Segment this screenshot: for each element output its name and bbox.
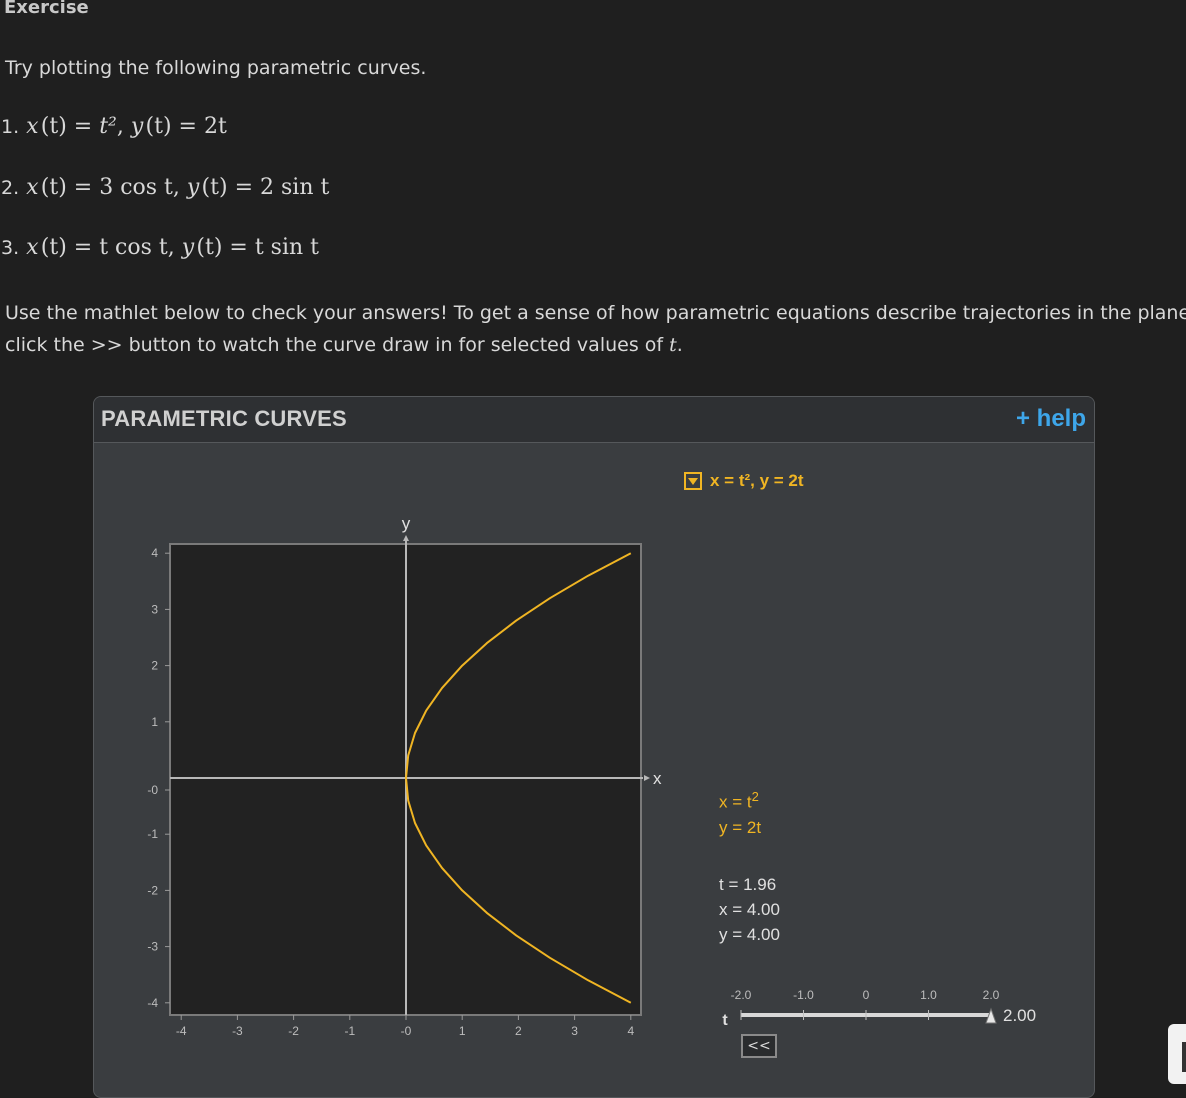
y-tick-label: 2 xyxy=(151,659,158,673)
parametric-curve-series-0 xyxy=(405,552,632,1004)
slider-handle[interactable] xyxy=(985,1007,997,1024)
rewind-button[interactable]: << xyxy=(741,1034,777,1058)
y-axis-label: y xyxy=(402,514,411,533)
help-link[interactable]: + help xyxy=(1015,405,1086,432)
slider-value: 2.00 xyxy=(1003,1006,1036,1025)
slider-tick-label: -1.0 xyxy=(793,988,814,1002)
y-tick-label: 3 xyxy=(151,602,158,616)
y-tick-label: -4 xyxy=(147,996,158,1010)
x-tick-label: -1 xyxy=(344,1024,355,1038)
readout-y: y = 4.00 xyxy=(719,925,780,944)
y-tick-label: -3 xyxy=(147,940,158,954)
slider-label: t xyxy=(722,1012,728,1029)
y-tick-label: -1 xyxy=(147,827,158,841)
slider-tick-label: 2.0 xyxy=(983,988,1000,1002)
x-tick-label: 1 xyxy=(459,1024,466,1038)
exercise-1: 1. x (t) = t², y (t) = 2t xyxy=(1,114,227,139)
x-axis-label: x xyxy=(653,769,662,788)
formula-y: y = 2t xyxy=(719,817,762,837)
exercise-2: 2. x (t) = 3 cos t, y (t) = 2 sin t xyxy=(1,175,330,200)
y-tick-label: 4 xyxy=(151,546,158,560)
x-tick-label: -2 xyxy=(288,1024,299,1038)
x-tick-label: -3 xyxy=(232,1024,243,1038)
t-slider[interactable]: -2.0 -1.0 0 1.0 2.0 t 2.00 xyxy=(719,982,1039,1062)
readout-t: t = 1.96 xyxy=(719,875,777,894)
x-tick-label: 3 xyxy=(571,1024,578,1038)
chevron-down-icon[interactable] xyxy=(684,472,702,490)
mathlet-header: PARAMETRIC CURVES + help xyxy=(94,397,1094,443)
x-tick-label: 4 xyxy=(627,1024,634,1038)
y-tick-label: -2 xyxy=(147,883,158,897)
mathlet-panel: PARAMETRIC CURVES + help x y -4 -3 -2 -1 -0 1 2 3… xyxy=(93,396,1095,1098)
y-tick-label: -0 xyxy=(147,783,158,797)
y-axis-arrow xyxy=(403,535,409,541)
slider-tick-label: 1.0 xyxy=(920,988,937,1002)
x-tick-label: -4 xyxy=(176,1024,187,1038)
formula-display: x = t2 y = 2t xyxy=(719,784,761,840)
readout-x: x = 4.00 xyxy=(719,900,780,919)
mathlet-title: PARAMETRIC CURVES xyxy=(101,406,347,431)
scroll-widget[interactable] xyxy=(1168,1024,1186,1084)
x-tick-label: 2 xyxy=(515,1024,522,1038)
value-readout: t = 1.96 x = 4.00 y = 4.00 xyxy=(719,872,780,947)
x-axis-arrow xyxy=(644,775,650,781)
curve-selector-label: x = t², y = 2t xyxy=(710,471,804,490)
x-tick-label: -0 xyxy=(401,1024,412,1038)
y-tick-label: 1 xyxy=(151,715,158,729)
slider-tick-label: 0 xyxy=(863,988,870,1002)
intro-text: Try plotting the following parametric cu… xyxy=(5,57,427,79)
slider-tick-label: -2.0 xyxy=(731,988,752,1002)
exercise-heading: Exercise xyxy=(4,0,89,18)
curve-selector[interactable]: x = t², y = 2t xyxy=(684,471,804,491)
exercise-3: 3. x (t) = t cos t, y (t) = t sin t xyxy=(1,235,320,260)
parametric-plot: x y -4 -3 -2 -1 -0 1 2 3 4 4 3 2 1 -0 -1 -2 -3 -4 xyxy=(147,514,662,1038)
formula-x: x = t2 xyxy=(719,789,759,812)
instructions-paragraph: Use the mathlet below to check your answ… xyxy=(5,302,1186,356)
